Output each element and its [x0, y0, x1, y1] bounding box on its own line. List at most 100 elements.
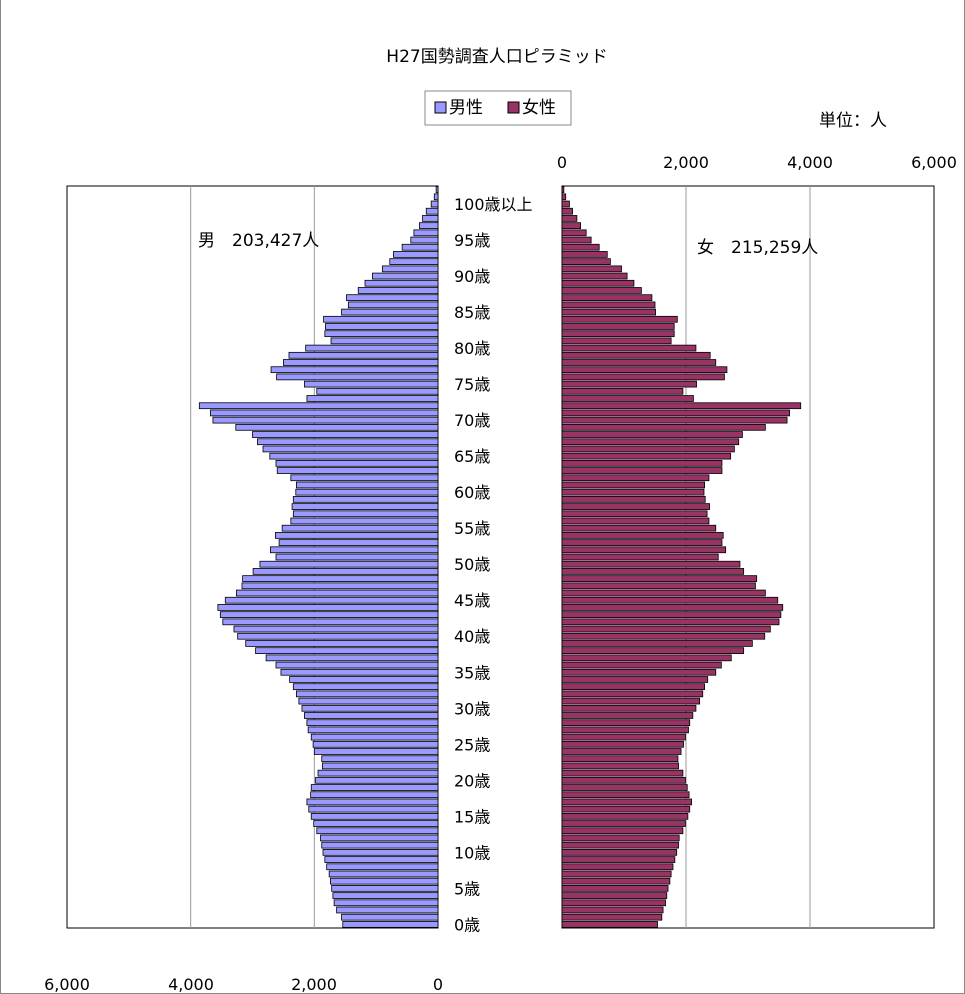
male-bar-age-30 — [301, 704, 439, 712]
female-bar-age-73 — [561, 395, 694, 402]
male-bar-age-16 — [308, 805, 439, 813]
female-bar-age-96 — [561, 229, 587, 237]
age-label: 30歳 — [454, 699, 490, 718]
male-bar-age-69 — [235, 423, 439, 431]
male-bar-age-63 — [276, 467, 439, 474]
male-bar-age-64 — [275, 459, 439, 467]
female-bar-age-53 — [561, 539, 723, 546]
age-label: 20歳 — [454, 771, 490, 790]
female-bar-age-66 — [561, 445, 735, 453]
female-bar-age-45 — [561, 596, 779, 604]
female-bar-age-6 — [561, 877, 671, 885]
female-bar-age-28 — [561, 719, 691, 727]
male-bar-age-61 — [296, 481, 439, 489]
female-bar-age-94 — [561, 243, 600, 251]
female-bar-age-20 — [561, 776, 686, 784]
female-bar-age-77 — [561, 366, 728, 374]
female-bar-age-69 — [561, 423, 766, 431]
female-bar-age-82 — [561, 330, 675, 338]
male-bar-age-88 — [357, 287, 439, 294]
male-bar-age-6 — [330, 877, 439, 885]
male-bar-age-100 — [430, 200, 439, 208]
age-label: 60歳 — [454, 483, 490, 502]
age-label: 85歳 — [454, 303, 490, 322]
male-bar-age-96 — [413, 229, 439, 237]
female-bar-age-58 — [561, 503, 710, 510]
male-bar-age-55 — [281, 524, 439, 532]
legend-label-male: 男性 — [449, 98, 483, 118]
male-bar-age-33 — [292, 683, 439, 691]
female-bar-age-67 — [561, 438, 740, 446]
female-bar-age-30 — [561, 704, 697, 712]
female-bar-age-32 — [561, 690, 704, 698]
female-bar-age-68 — [561, 431, 743, 438]
male-bar-age-50 — [259, 560, 439, 568]
male-bar-age-15 — [310, 812, 439, 820]
female-bar-age-57 — [561, 510, 708, 518]
legend-swatch-male — [434, 101, 447, 114]
female-total-label: 女 215,259人 — [697, 238, 818, 258]
male-bar-age-27 — [307, 726, 439, 734]
female-bar-age-91 — [561, 265, 622, 273]
male-bar-age-20 — [315, 776, 439, 784]
female-bar-age-92 — [561, 258, 611, 265]
female-bar-age-101 — [561, 193, 567, 201]
male-plot-area — [66, 185, 439, 929]
female-bar-age-46 — [561, 589, 766, 597]
female-bar-age-76 — [561, 373, 725, 381]
female-bar-age-65 — [561, 452, 732, 460]
age-labels: 0歳 5歳 10歳 15歳 20歳 25歳 30歳 35歳 40歳 45歳 50歳 55歳 60歳 65歳… — [454, 195, 533, 934]
female-bar-age-2 — [561, 906, 664, 914]
male-bar-age-29 — [304, 712, 439, 719]
male-bar-age-93 — [393, 251, 439, 258]
male-bar-age-76 — [276, 373, 439, 381]
male-bar-age-74 — [316, 387, 439, 395]
male-bar-age-26 — [310, 733, 439, 741]
female-tick-label: 2,000 — [663, 153, 709, 172]
female-bar-age-37 — [561, 654, 732, 662]
legend: 男性 女性 — [424, 90, 572, 126]
age-label: 70歳 — [454, 411, 490, 430]
male-bar-age-97 — [419, 222, 439, 229]
male-bar-age-5 — [331, 885, 439, 892]
legend-box — [424, 90, 572, 126]
female-bar-age-24 — [561, 748, 682, 755]
male-bar-age-22 — [321, 762, 439, 770]
female-bar-age-40 — [561, 632, 766, 640]
male-bar-age-101 — [433, 193, 439, 201]
male-bar-age-49 — [252, 568, 439, 575]
age-label: 45歳 — [454, 591, 490, 610]
male-bar-age-52 — [270, 546, 439, 554]
female-bar-age-47 — [561, 582, 756, 590]
male-bar-age-77 — [270, 366, 439, 374]
female-bar-age-14 — [561, 820, 686, 827]
male-bar-age-48 — [242, 575, 439, 582]
legend-label-female: 女性 — [522, 98, 556, 118]
female-bar-age-15 — [561, 812, 689, 820]
male-bar-age-35 — [280, 668, 439, 676]
male-bar-age-91 — [381, 265, 439, 273]
male-bar-age-71 — [210, 409, 439, 417]
male-bar-age-10 — [322, 849, 439, 856]
female-bar-age-100 — [561, 200, 570, 208]
age-label: 35歳 — [454, 663, 490, 682]
female-bar-age-12 — [561, 834, 680, 842]
female-bar-age-9 — [561, 856, 676, 863]
female-bar-age-39 — [561, 640, 753, 647]
male-bar-age-46 — [236, 589, 439, 597]
male-bar-age-78 — [283, 359, 439, 366]
male-bar-age-62 — [290, 474, 439, 482]
male-bar-age-14 — [313, 820, 439, 827]
female-bar-age-71 — [561, 409, 790, 417]
male-bar-age-3 — [333, 899, 439, 907]
male-bar-age-4 — [332, 892, 439, 899]
female-bar-age-60 — [561, 488, 705, 496]
male-tick-label: 6,000 — [44, 975, 90, 994]
male-bar-age-90 — [372, 272, 439, 280]
female-bar-age-21 — [561, 769, 684, 777]
male-bar-age-51 — [275, 553, 439, 561]
female-bar-age-41 — [561, 625, 771, 633]
male-bar-age-73 — [306, 395, 439, 402]
female-bar-age-16 — [561, 805, 691, 813]
